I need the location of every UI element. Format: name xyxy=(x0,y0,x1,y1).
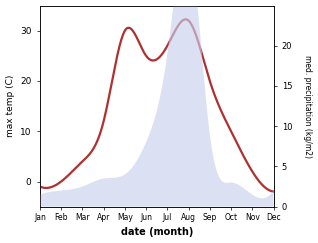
X-axis label: date (month): date (month) xyxy=(121,227,193,237)
Y-axis label: max temp (C): max temp (C) xyxy=(5,75,15,137)
Y-axis label: med. precipitation (kg/m2): med. precipitation (kg/m2) xyxy=(303,55,313,158)
